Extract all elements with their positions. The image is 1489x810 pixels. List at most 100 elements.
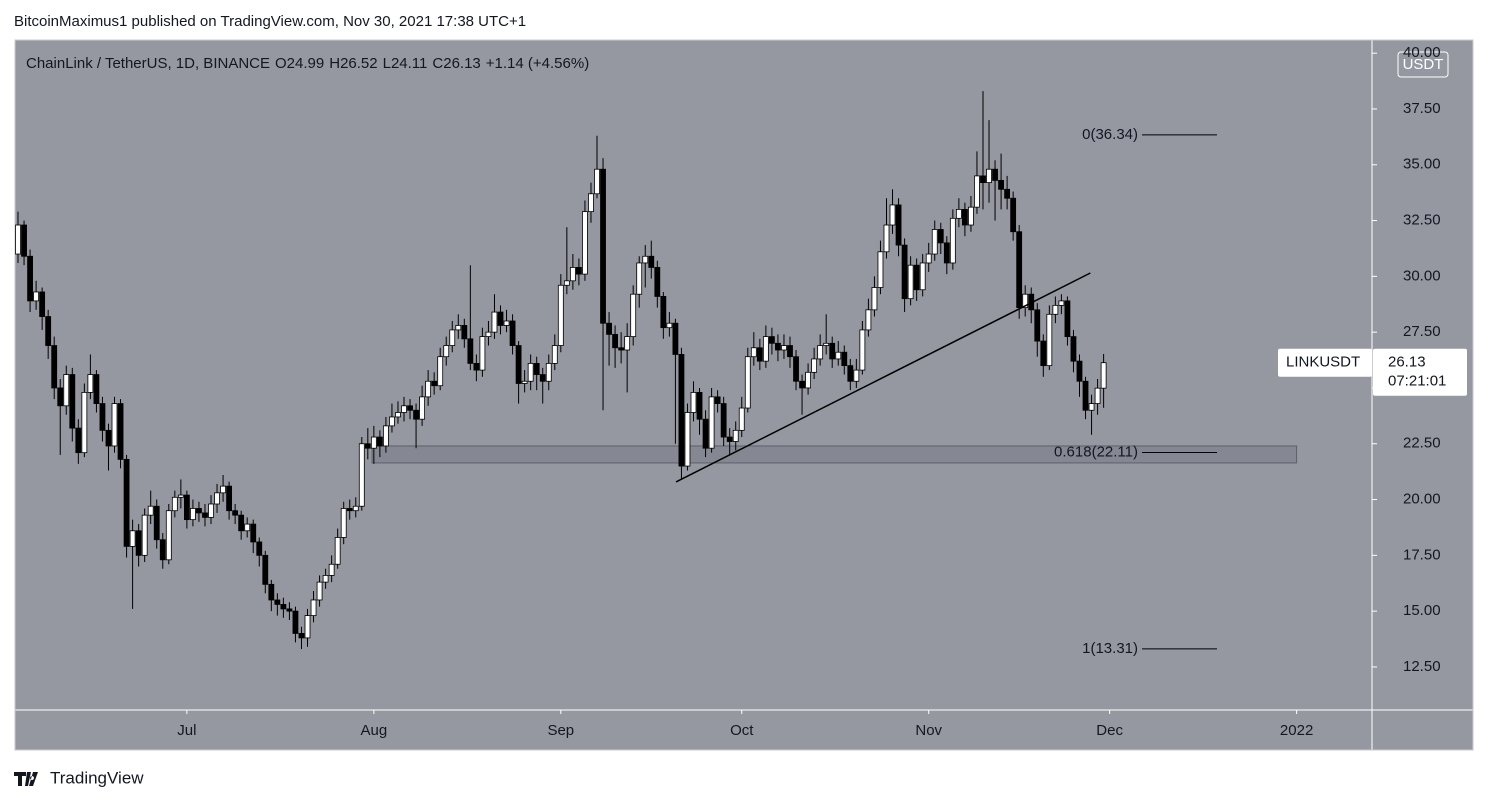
candle-body <box>527 362 534 382</box>
candle-body <box>756 347 763 362</box>
y-tick-label: 35.00 <box>1403 156 1441 173</box>
candle-body <box>877 251 884 288</box>
candle-body <box>949 217 956 264</box>
candle-body <box>111 403 118 447</box>
candle-body <box>171 496 178 512</box>
candle-body <box>21 224 27 257</box>
candle-body <box>165 510 172 561</box>
candle-body <box>177 494 184 498</box>
candle-body <box>998 179 1004 190</box>
brand: TradingView <box>50 768 144 787</box>
candle-body <box>980 175 986 184</box>
candle-body <box>1076 360 1083 382</box>
candle-body <box>1004 188 1011 199</box>
candle-body <box>907 264 914 300</box>
candle-body <box>75 427 82 454</box>
candle-body <box>986 168 992 184</box>
candle-body <box>594 168 600 195</box>
candle-body <box>738 407 745 431</box>
candle-body <box>642 255 649 264</box>
candle-body <box>208 503 214 518</box>
candle-body <box>376 436 383 447</box>
candle-body <box>1022 293 1029 308</box>
candle-body <box>467 338 474 364</box>
candle-body <box>310 599 317 616</box>
price-tag-value: 26.13 <box>1388 354 1426 371</box>
candle-body <box>105 429 112 447</box>
candle-body <box>829 342 836 360</box>
candle-body <box>600 168 606 324</box>
candle-body <box>401 405 407 413</box>
candle-body <box>352 505 359 512</box>
candle-body <box>1010 197 1017 233</box>
candle-body <box>153 505 160 541</box>
candle-body <box>147 505 154 516</box>
candle-body <box>654 267 661 297</box>
y-tick-label: 17.50 <box>1403 546 1441 563</box>
ohlc-value: 26.13 <box>443 55 481 72</box>
y-tick-label: 15.00 <box>1403 602 1441 619</box>
candle-body <box>340 508 347 538</box>
candle-body <box>81 392 88 454</box>
candle-body <box>232 510 239 516</box>
candle-body <box>135 530 142 556</box>
candle-body <box>346 508 353 512</box>
fib-label: 0.618(22.11) <box>1054 443 1138 460</box>
y-tick-label: 22.50 <box>1403 435 1441 452</box>
candle-body <box>708 396 715 449</box>
candle-body <box>485 331 492 338</box>
y-tick-label: 27.50 <box>1403 323 1441 340</box>
candle-body <box>732 429 739 442</box>
ohlc-value: 24.99 <box>287 55 325 72</box>
candle-body <box>835 351 842 360</box>
candle-body <box>769 336 775 344</box>
x-tick-label: Dec <box>1096 722 1123 739</box>
candle-body <box>720 403 727 438</box>
candle-body <box>389 416 395 427</box>
ohlc-key: C <box>432 55 443 72</box>
candle-body <box>660 296 667 329</box>
candle-body <box>419 396 426 420</box>
symbol-tag-label: LINKUSDT <box>1286 354 1360 371</box>
candle-body <box>63 374 70 407</box>
symbol-title: ChainLink / TetherUS, 1D, BINANCE <box>26 55 270 72</box>
candle-body <box>202 512 208 518</box>
candle-body <box>811 358 818 373</box>
candle-body <box>196 508 202 514</box>
candle-body <box>27 255 33 302</box>
fib-label: 0(36.34) <box>1082 126 1138 143</box>
candle-body <box>606 322 612 335</box>
candle-body <box>925 253 932 264</box>
candle-body <box>799 380 805 389</box>
candle-body <box>183 494 190 521</box>
candle-body <box>491 311 498 333</box>
candle-body <box>268 583 275 601</box>
y-tick-label: 20.00 <box>1403 491 1441 508</box>
candle-body <box>557 284 564 346</box>
candle-body <box>521 380 528 384</box>
candle-body <box>1100 362 1107 389</box>
candle-body <box>714 396 721 404</box>
axis-corner <box>1372 710 1473 750</box>
candle-body <box>33 291 40 302</box>
candle-body <box>588 193 594 213</box>
symbol-tag <box>1278 348 1372 377</box>
candle-body <box>358 443 365 507</box>
chart-frame <box>14 39 1474 751</box>
candle-body <box>889 204 896 226</box>
x-tick-label: Sep <box>547 722 574 739</box>
candle-body <box>159 539 166 561</box>
candle-body <box>781 345 787 351</box>
candle-body <box>250 523 257 543</box>
candle-body <box>841 351 848 367</box>
candle-body <box>322 575 329 583</box>
candle-body <box>793 356 799 382</box>
candle-body <box>413 409 419 420</box>
candle-body <box>762 336 769 362</box>
candle-body <box>274 599 281 605</box>
candle-body <box>744 356 751 409</box>
ohlc-key: O <box>275 55 287 72</box>
candle-body <box>370 436 377 449</box>
